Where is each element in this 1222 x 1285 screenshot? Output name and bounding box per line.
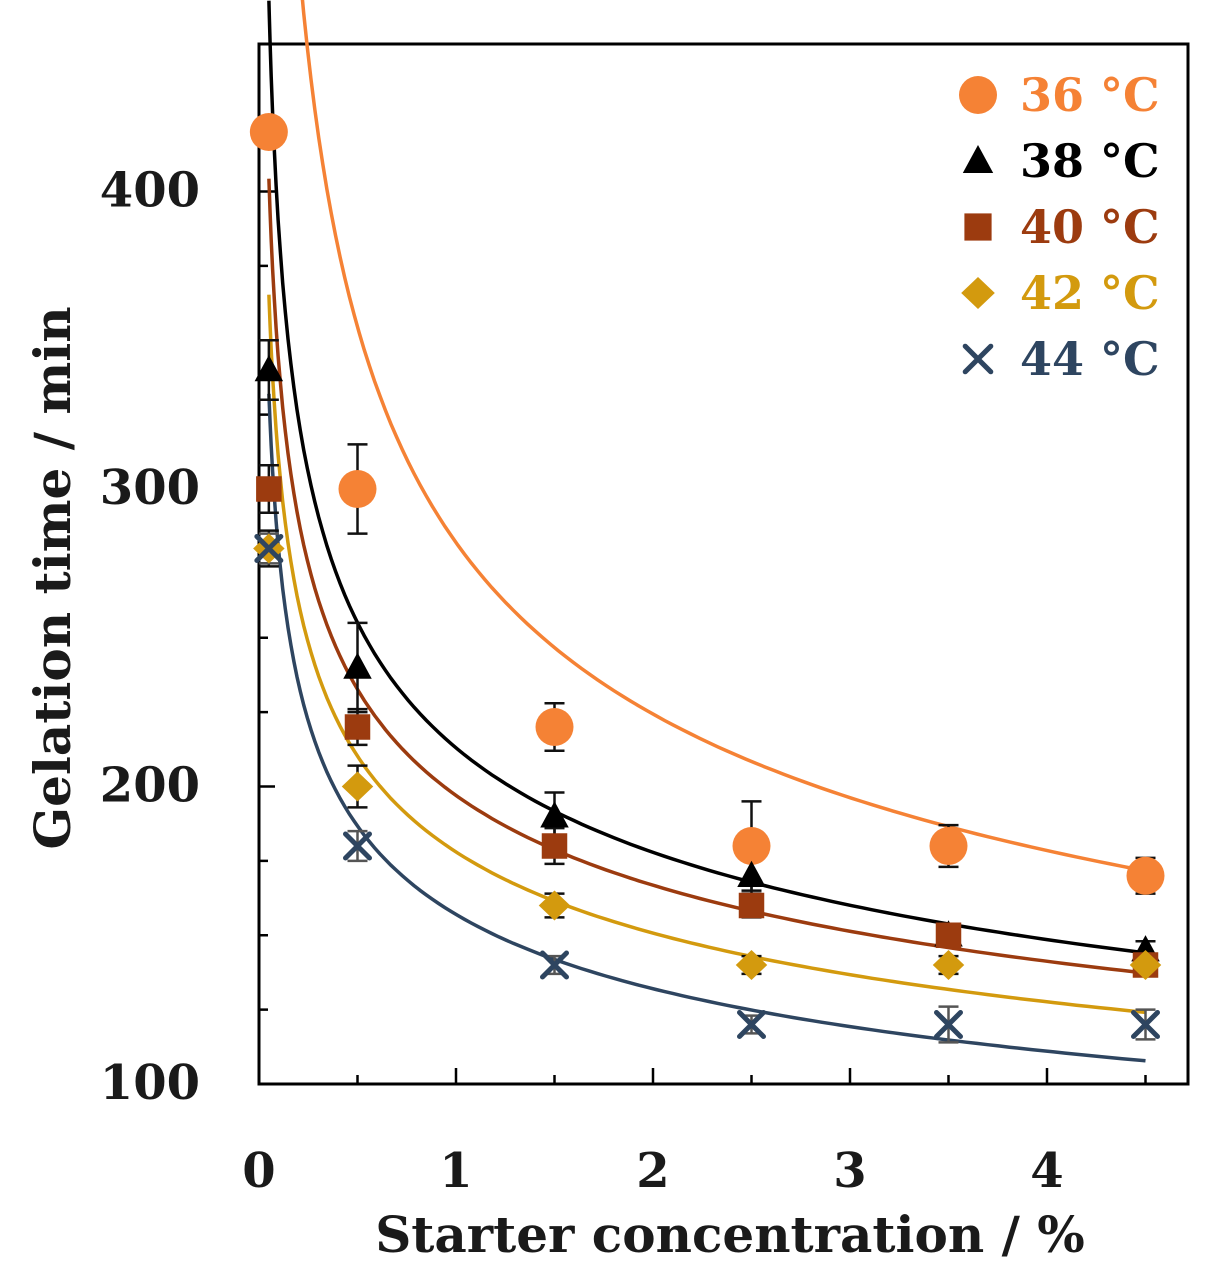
data-point <box>540 950 569 980</box>
y-tick-label: 300 <box>100 460 200 516</box>
data-point <box>1131 1010 1160 1039</box>
data-point <box>541 833 568 859</box>
y-tick-label: 400 <box>100 163 200 219</box>
data-point <box>738 892 765 919</box>
data-point <box>934 1010 963 1039</box>
data-point <box>1129 950 1162 980</box>
data-point <box>535 708 574 746</box>
legend-marker <box>961 277 995 309</box>
fit-curve <box>300 0 1146 873</box>
data-point <box>732 827 771 865</box>
data-points <box>249 113 1165 1039</box>
data-point <box>737 860 766 887</box>
fit-curve <box>267 294 1146 1015</box>
y-tick-label: 200 <box>100 758 200 814</box>
x-tick-label: 1 <box>439 1143 472 1199</box>
data-point <box>249 113 288 151</box>
legend-label: 36 °C <box>1020 68 1160 122</box>
data-point <box>344 714 371 740</box>
data-point <box>932 950 965 980</box>
legend-marker <box>959 76 997 114</box>
data-point <box>338 470 377 508</box>
x-tick-label: 4 <box>1030 1143 1063 1199</box>
data-point <box>343 652 372 679</box>
fit-curve <box>267 393 1146 1063</box>
legend-marker <box>962 145 994 173</box>
x-tick-label: 0 <box>242 1143 275 1199</box>
data-point <box>737 1010 766 1039</box>
y-axis-label: Gelation time / min <box>23 306 82 849</box>
data-point <box>735 950 768 980</box>
data-point <box>256 476 282 502</box>
fit-curves <box>267 0 1146 1063</box>
legend-marker <box>964 213 992 241</box>
legend: 36 °C 38 °C 40 °C 42 °C 44 °C <box>959 68 1160 386</box>
data-point <box>935 922 962 948</box>
tick-layer <box>259 115 1147 1084</box>
data-point <box>254 534 284 563</box>
legend-label: 44 °C <box>1020 332 1160 386</box>
data-point <box>929 827 968 865</box>
y-tick-label: 100 <box>100 1055 200 1111</box>
tick-labels: 100 200 300 400 0 1 2 3 4 <box>100 163 1064 1200</box>
legend-label: 40 °C <box>1020 200 1160 254</box>
data-point <box>1126 856 1165 895</box>
data-point <box>341 771 374 802</box>
legend-label: 38 °C <box>1020 134 1160 188</box>
data-point <box>343 831 372 861</box>
data-point <box>254 355 284 382</box>
x-axis-label: Starter concentration / % <box>375 1205 1085 1264</box>
data-point <box>540 801 569 828</box>
data-point <box>538 890 571 921</box>
fit-curve <box>267 178 1146 975</box>
legend-label: 42 °C <box>1020 266 1160 320</box>
x-tick-label: 3 <box>833 1143 866 1199</box>
x-tick-label: 2 <box>636 1143 669 1199</box>
legend-marker <box>962 343 994 375</box>
